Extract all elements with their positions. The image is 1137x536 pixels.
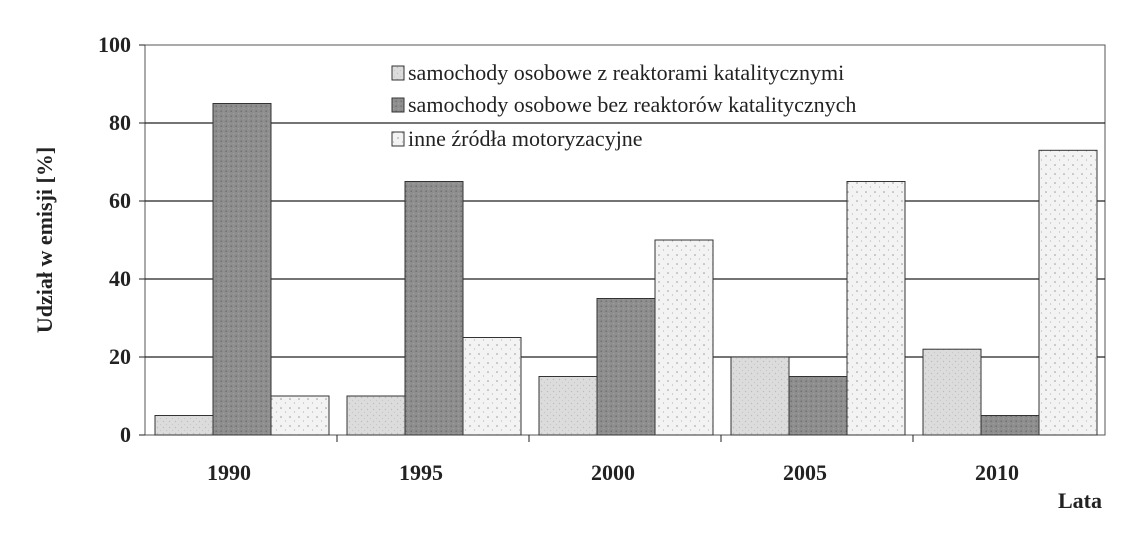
bar-1995-series-3 [462, 337, 522, 436]
bar-1995-series-2 [404, 181, 464, 436]
y-tick-label: 0 [120, 422, 131, 447]
x-axis-label: Lata [1058, 488, 1102, 513]
y-axis-ticks: 0 20 40 60 80 100 [98, 32, 145, 447]
bar-2005-series-1 [730, 356, 790, 436]
bar-1990-series-1 [154, 415, 214, 436]
legend-swatch-2 [391, 97, 405, 113]
bar-2000-series-1 [538, 376, 598, 436]
x-tick-label: 2000 [591, 460, 635, 485]
legend-label-2: samochody osobowe bez reaktorów katality… [408, 92, 856, 117]
legend: samochody osobowe z reaktorami katalityc… [391, 60, 856, 151]
x-tick-label: 2010 [975, 460, 1019, 485]
y-tick-label: 60 [109, 188, 131, 213]
legend-swatch-3 [391, 131, 405, 147]
y-tick-label: 80 [109, 110, 131, 135]
y-tick-label: 100 [98, 32, 131, 57]
legend-label-3: inne źródła motoryzacyjne [408, 126, 643, 151]
x-tick-label: 1995 [399, 460, 443, 485]
legend-swatch-1 [391, 65, 405, 81]
bar-2010-series-1 [922, 348, 982, 436]
bar-1990-series-2 [212, 103, 272, 436]
bar-1990-series-3 [270, 395, 330, 436]
bar-2010-series-2 [980, 415, 1040, 436]
bar-1995-series-1 [346, 395, 406, 436]
y-tick-label: 20 [109, 344, 131, 369]
bar-2010-series-3 [1038, 149, 1098, 436]
bar-2000-series-2 [596, 298, 656, 436]
bar-2005-series-3 [846, 181, 906, 436]
bar-2005-series-2 [788, 376, 848, 436]
y-axis-label: Udział w emisji [%] [32, 147, 57, 333]
x-axis-ticks: 1990 1995 2000 2005 2010 [207, 435, 1019, 485]
x-tick-label: 2005 [783, 460, 827, 485]
y-tick-label: 40 [109, 266, 131, 291]
bars [154, 103, 1098, 436]
bar-2000-series-3 [654, 239, 714, 436]
x-tick-label: 1990 [207, 460, 251, 485]
legend-label-1: samochody osobowe z reaktorami katalityc… [408, 60, 844, 85]
